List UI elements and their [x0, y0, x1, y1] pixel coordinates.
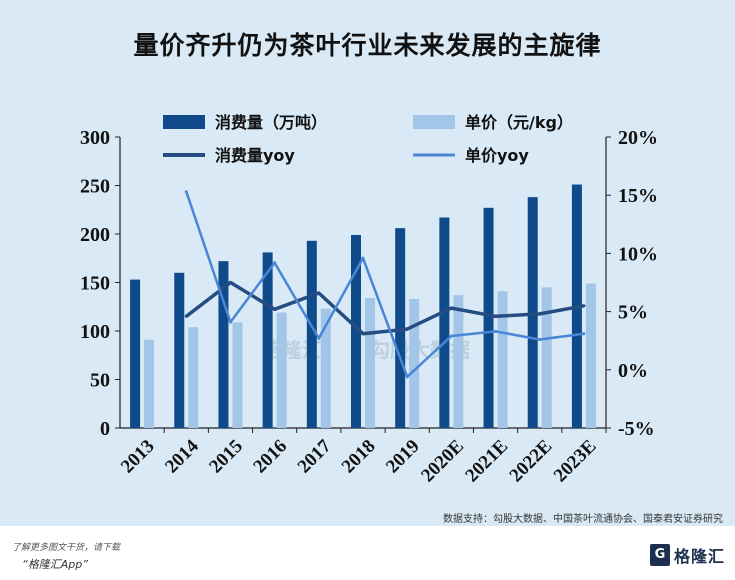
bar-consumption [306, 240, 317, 428]
point-unit-price-yoy [361, 256, 365, 260]
left-tick-label: 250 [80, 176, 110, 198]
bar-consumption [483, 207, 494, 428]
left-tick-label: 0 [100, 418, 110, 440]
bar-consumption [218, 261, 229, 428]
point-consumption-yoy [317, 291, 321, 295]
x-tick-label: 2022E [506, 436, 557, 487]
point-unit-price-yoy [273, 261, 277, 265]
x-tick-label: 2023E [550, 436, 601, 487]
chart-panel [0, 0, 735, 526]
bar-unit-price [188, 327, 199, 428]
right-tick-label: 10% [618, 243, 658, 265]
line-unit-price-yoy [185, 191, 585, 379]
bar-consumption [262, 252, 273, 428]
left-tick-label: 100 [80, 321, 110, 343]
right-tick-label: 15% [618, 185, 658, 207]
legend-label: 单价（元/kg） [465, 113, 573, 132]
point-consumption-yoy [184, 314, 188, 318]
legend-label: 消费量（万吨） [215, 113, 327, 132]
x-tick-label: 2020E [417, 436, 468, 487]
legend-label: 消费量yoy [215, 146, 295, 165]
brand-logo: G 格隆汇 [649, 543, 725, 567]
bar-unit-price [144, 339, 155, 428]
left-tick-label: 50 [90, 370, 110, 392]
bar-consumption [439, 217, 450, 428]
left-tick-label: 150 [80, 273, 110, 295]
bar-unit-price [497, 291, 508, 428]
point-unit-price-yoy [228, 320, 232, 324]
x-tick-label: 2017 [294, 435, 336, 477]
bar-unit-price [453, 295, 464, 428]
point-consumption-yoy [494, 314, 498, 318]
bar-consumption [130, 279, 141, 428]
point-unit-price-yoy [538, 338, 542, 342]
point-consumption-yoy [582, 304, 586, 308]
left-tick-label: 200 [80, 224, 110, 246]
legend-swatch [163, 115, 205, 129]
point-consumption-yoy [361, 332, 365, 336]
logo-icon: G [649, 544, 670, 566]
logo-text: 格隆汇 [673, 547, 725, 566]
bar-unit-price [585, 283, 596, 428]
point-consumption-yoy [449, 306, 453, 310]
right-tick-label: -5% [618, 418, 655, 440]
legend-label: 单价yoy [465, 146, 529, 165]
footer-note: 了解更多图文干货，请下载 [12, 543, 121, 553]
bar-unit-price [365, 298, 375, 428]
x-tick-label: 2013 [117, 436, 159, 478]
right-tick-label: 5% [618, 302, 648, 324]
point-unit-price-yoy [317, 336, 321, 340]
chart-title: 量价齐升仍为茶叶行业未来发展的主旋律 [133, 31, 602, 60]
bar-unit-price [276, 312, 287, 428]
footer-app-link[interactable]: “格隆汇App” [22, 558, 88, 571]
bar-unit-price [232, 322, 243, 428]
point-consumption-yoy [538, 312, 542, 316]
right-tick-label: 0% [618, 360, 648, 382]
point-consumption-yoy [228, 281, 232, 284]
bar-unit-price [541, 287, 552, 428]
bar-consumption [351, 234, 361, 428]
left-tick-label: 300 [80, 127, 110, 149]
bar-consumption [174, 272, 185, 428]
point-unit-price-yoy [184, 190, 188, 194]
source-note: 数据支持：勾股大数据、中国茶叶流通协会、国泰君安证券研究 [443, 514, 723, 525]
legend-swatch [413, 115, 455, 129]
x-tick-label: 2016 [250, 436, 292, 478]
point-unit-price-yoy [582, 332, 586, 336]
bar-unit-price [320, 308, 331, 428]
line-consumption-yoy [185, 280, 585, 336]
point-consumption-yoy [405, 327, 409, 331]
x-tick-label: 2021E [461, 436, 512, 487]
x-tick-label: 2018 [338, 436, 380, 478]
x-tick-label: 2015 [205, 436, 247, 478]
right-tick-label: 20% [618, 127, 658, 149]
watermark-gougu: 勾股大数据 [370, 338, 470, 362]
point-unit-price-yoy [494, 329, 498, 333]
point-unit-price-yoy [449, 334, 453, 338]
bar-unit-price [409, 298, 420, 428]
point-consumption-yoy [273, 307, 277, 311]
point-unit-price-yoy [405, 375, 409, 379]
x-tick-label: 2014 [161, 435, 203, 477]
